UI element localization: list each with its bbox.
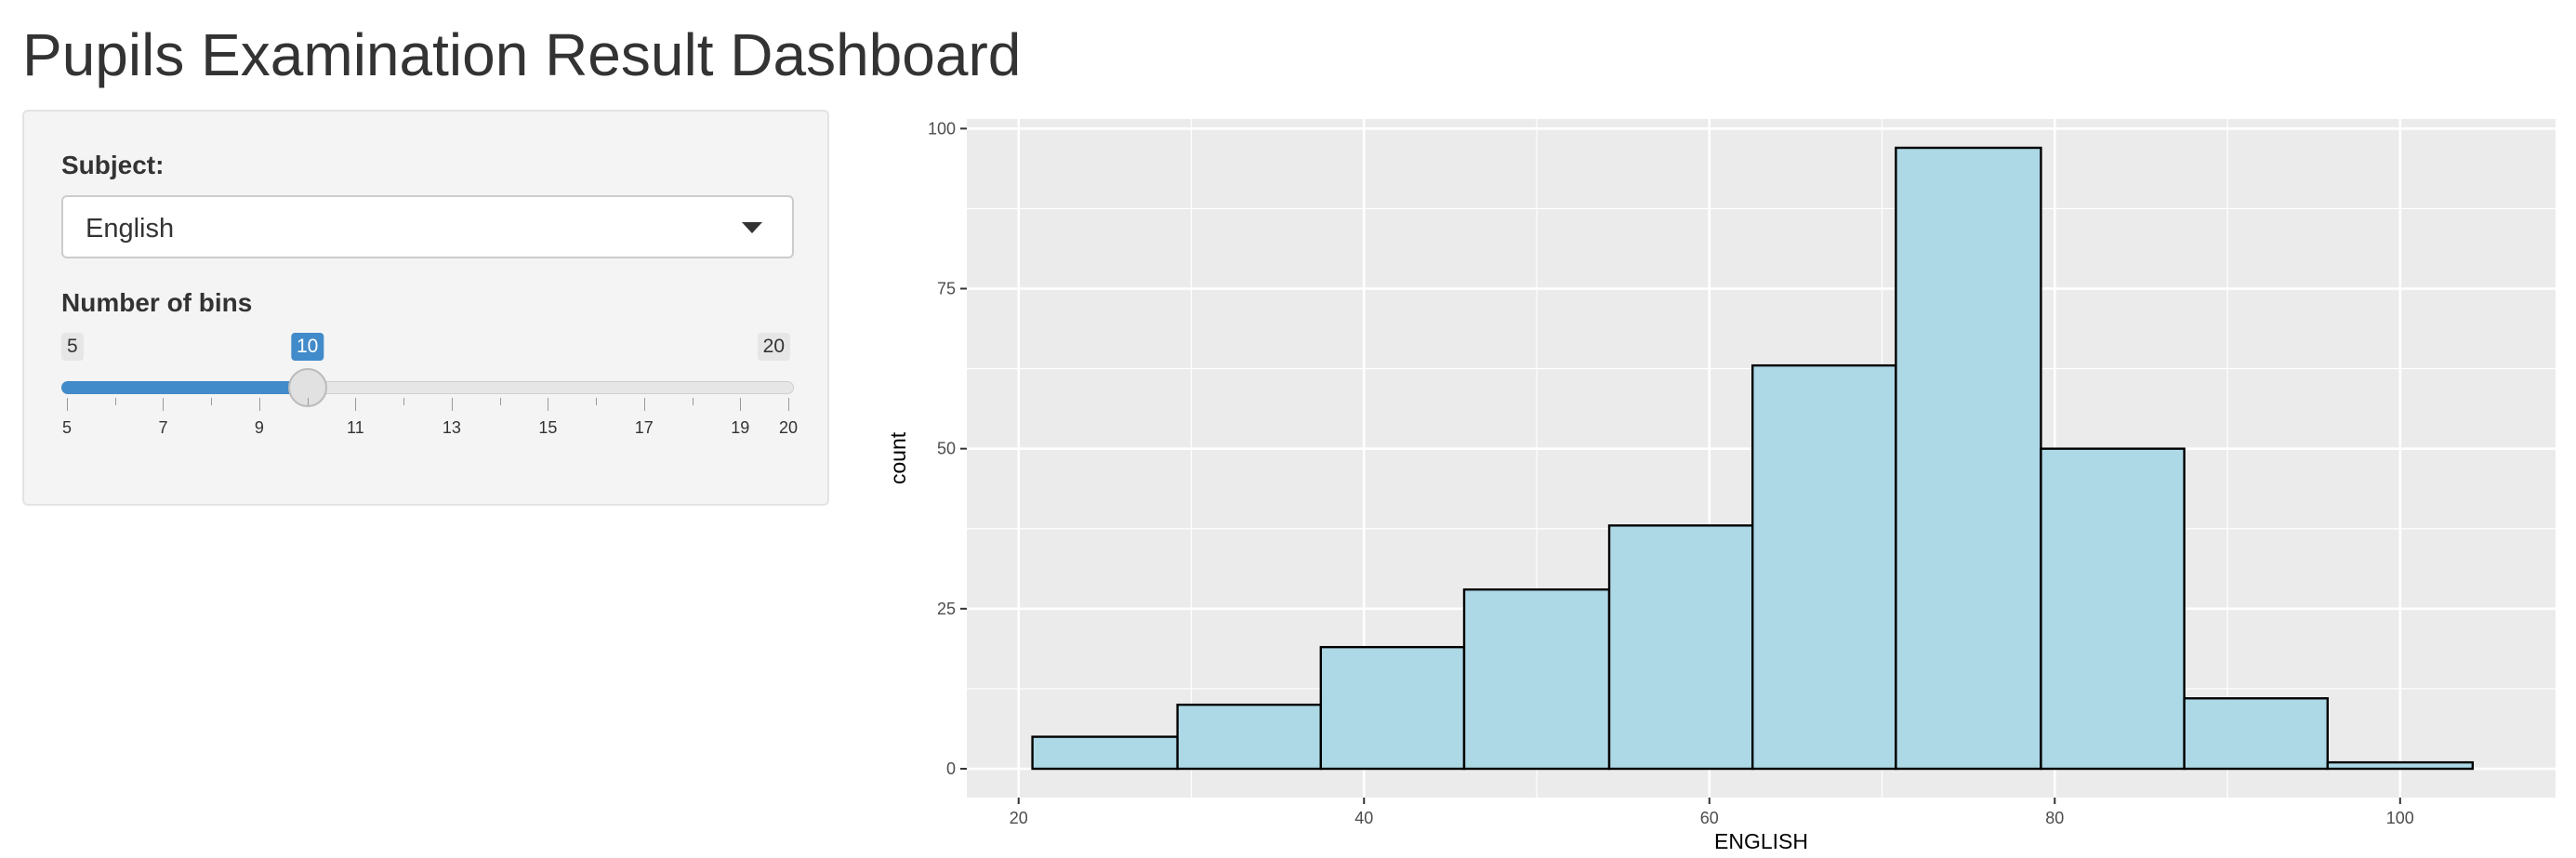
slider-tick	[451, 398, 453, 411]
y-axis-title: count	[886, 431, 910, 484]
bins-label: Number of bins	[61, 288, 253, 317]
y-tick-label: 75	[937, 280, 956, 298]
slider-tick-label: 20	[778, 418, 799, 437]
y-tick-label: 25	[937, 600, 956, 618]
slider-tick-label: 19	[731, 418, 750, 437]
x-tick-label: 40	[1354, 809, 1373, 827]
x-tick-label: 60	[1700, 809, 1719, 827]
slider-tick-label: 17	[634, 418, 654, 437]
y-tick-label: 100	[928, 119, 956, 138]
subject-selected-value: English	[86, 214, 175, 244]
slider-tick	[258, 398, 260, 411]
slider-tick	[67, 398, 68, 411]
slider-min-label: 5	[61, 333, 84, 361]
y-tick-label: 0	[946, 759, 956, 778]
histogram-chart: 20 40 60 80 100 0 25 50 75 100 ENGLISH count	[886, 119, 2556, 853]
slider-tick	[403, 398, 405, 405]
slider-tick	[211, 398, 213, 405]
subject-select[interactable]: English	[61, 195, 794, 258]
slider-tick-label: 13	[442, 418, 461, 437]
x-axis-title: ENGLISH	[1714, 829, 1808, 853]
histogram-bar	[2040, 447, 2186, 771]
histogram-bar	[2326, 760, 2475, 771]
slider-max-label: 20	[757, 333, 790, 361]
sidebar-panel: Subject: English Number of bins 5 20 10 …	[22, 110, 829, 506]
slider-tick	[499, 398, 501, 405]
histogram-bar	[1031, 735, 1179, 771]
slider-tick-label: 5	[61, 418, 73, 437]
slider-tick	[307, 398, 309, 405]
histogram-bar	[1462, 587, 1611, 771]
histogram-bar	[1176, 703, 1323, 771]
bins-slider-fill	[61, 381, 308, 394]
subject-label: Subject:	[61, 151, 165, 179]
y-tick-label: 50	[937, 440, 956, 458]
histogram-bar	[1607, 524, 1754, 771]
histogram-bar	[2183, 697, 2329, 771]
slider-tick	[643, 398, 645, 411]
x-tick-label: 80	[2045, 809, 2064, 827]
slider-tick-label: 7	[158, 418, 168, 437]
slider-tick	[596, 398, 598, 405]
histogram-bar	[1319, 645, 1466, 771]
page-title: Pupils Examination Result Dashboard	[22, 21, 1022, 88]
slider-tick-label: 9	[254, 418, 264, 437]
histogram-bar	[1751, 363, 1897, 771]
slider-tick	[355, 398, 357, 411]
slider-tick	[163, 398, 165, 411]
slider-tick-label: 15	[538, 418, 558, 437]
slider-value-label: 10	[290, 333, 324, 361]
x-tick-label: 100	[2386, 809, 2414, 827]
histogram-bar	[1895, 146, 2042, 771]
slider-tick	[740, 398, 742, 411]
slider-tick-label: 11	[347, 418, 364, 437]
slider-tick	[788, 398, 789, 411]
bins-slider-handle[interactable]	[287, 368, 327, 407]
slider-tick	[114, 398, 116, 405]
slider-tick	[692, 398, 694, 405]
x-tick-label: 20	[1010, 809, 1028, 827]
caret-down-icon	[742, 222, 762, 233]
